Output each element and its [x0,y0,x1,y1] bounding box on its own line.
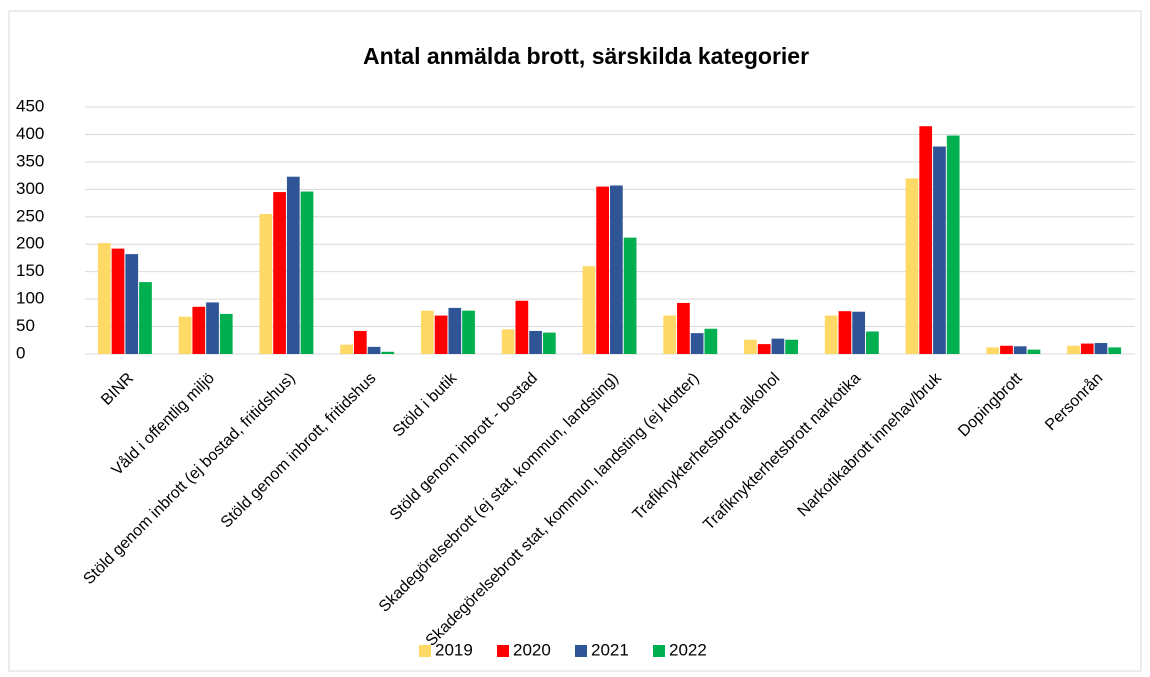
legend-label: 2022 [669,640,707,659]
bar [192,306,206,354]
y-tick-label: 300 [16,179,44,198]
bar [946,135,960,354]
bar [852,311,866,354]
bar [744,339,757,354]
bar [610,185,623,354]
bar [771,338,785,354]
bar [690,333,704,354]
y-tick-label: 400 [16,124,44,143]
bar [1094,343,1108,354]
bar [663,315,677,354]
bar [273,192,286,354]
bar [219,313,233,354]
bar [704,328,718,354]
bar [582,266,596,354]
bar [1000,345,1013,354]
bar [1080,343,1094,354]
y-tick-label: 50 [16,316,35,335]
bar [259,214,273,354]
bar [596,186,609,354]
bar [905,178,919,354]
bar [757,344,771,354]
y-tick-label: 250 [16,206,44,225]
bar [542,332,556,354]
bar [1067,345,1080,354]
legend-swatch [497,645,509,657]
chart-title: Antal anmälda brott, särskilda kategorie… [363,43,809,69]
bar [1108,347,1122,354]
y-tick-label: 0 [16,343,25,362]
bar [139,282,152,354]
bar [529,330,542,354]
bar [300,191,314,354]
bar [125,254,139,354]
bar [178,316,192,354]
bar [677,302,690,354]
legend-swatch [419,645,431,657]
y-tick-label: 350 [16,151,44,170]
bar [434,315,448,354]
bar [933,146,946,354]
bar [1013,346,1027,354]
legend-label: 2020 [513,640,551,659]
bar [866,331,879,354]
y-tick-label: 450 [16,96,44,115]
bar [367,346,381,354]
legend-swatch [575,645,587,657]
bar [462,310,475,354]
bar [448,307,462,354]
y-tick-label: 100 [16,289,44,308]
bar [206,302,219,354]
bar [623,237,637,354]
legend-swatch [653,645,665,657]
bar [1027,349,1041,354]
bar [785,339,798,354]
bar [381,351,395,354]
y-tick-label: 150 [16,261,44,280]
legend-label: 2021 [591,640,629,659]
bar [515,300,529,354]
bar [286,176,300,354]
bar [501,329,515,354]
bar [421,310,434,354]
bar [353,330,367,354]
bar [111,248,125,354]
bar [838,311,852,354]
bar [919,126,933,354]
bar [340,344,353,354]
bar [97,243,111,354]
bar [824,315,838,354]
y-tick-label: 200 [16,234,44,253]
legend-label: 2019 [435,640,473,659]
bar [986,347,1000,354]
